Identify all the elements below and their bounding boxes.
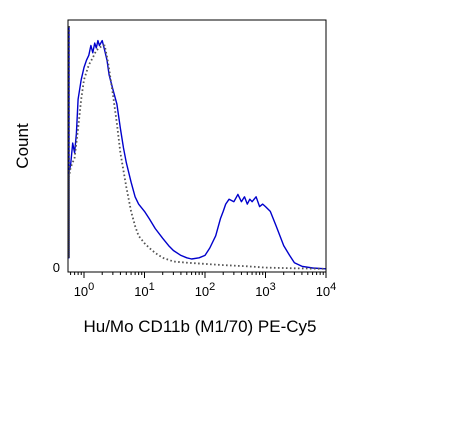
axis-ticks: 100 101 102 103 104 0 xyxy=(53,260,337,299)
x-tick-label: 104 xyxy=(316,281,337,299)
plot-frame xyxy=(67,19,327,273)
series-layer xyxy=(68,26,326,270)
stained-histogram-line xyxy=(68,26,326,270)
control-histogram-line xyxy=(68,26,326,270)
x-tick-label: 100 xyxy=(74,281,95,299)
x-axis-label: Hu/Mo CD11b (M1/70) PE-Cy5 xyxy=(83,317,316,336)
x-tick-label: 102 xyxy=(195,281,216,299)
y-tick-label: 0 xyxy=(53,260,60,275)
y-axis-label: Count xyxy=(13,123,32,169)
x-tick-label: 101 xyxy=(134,281,155,299)
x-tick-label: 103 xyxy=(255,281,276,299)
